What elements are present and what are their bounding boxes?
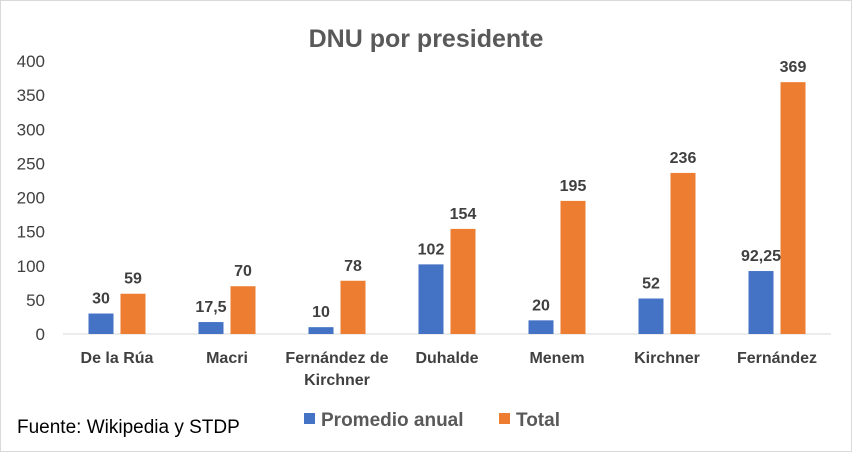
data-label: 102 — [418, 241, 445, 258]
y-tick-label: 250 — [17, 154, 45, 173]
bar-promedio — [198, 322, 224, 334]
data-label: 195 — [560, 178, 587, 195]
bar-total — [340, 280, 366, 334]
x-tick-label: Kirchner — [304, 372, 370, 389]
bar-total — [560, 200, 586, 334]
legend-swatch — [304, 413, 315, 424]
bar-promedio — [748, 271, 774, 334]
x-tick-label: Macri — [206, 350, 248, 367]
legend-label: Total — [516, 410, 560, 431]
x-tick-label: Duhalde — [415, 350, 478, 367]
bar-promedio — [528, 320, 554, 334]
data-label: 154 — [450, 206, 477, 223]
y-tick-label: 400 — [17, 52, 45, 71]
y-tick-label: 50 — [26, 291, 45, 310]
bar-promedio — [638, 298, 664, 334]
y-tick-label: 0 — [36, 325, 45, 344]
data-label: 78 — [344, 258, 362, 275]
data-label: 369 — [780, 59, 807, 76]
x-tick-label: De la Rúa — [81, 350, 154, 367]
bar-total — [450, 228, 476, 334]
legend-swatch — [499, 413, 510, 424]
data-label: 59 — [124, 271, 142, 288]
bar-promedio — [308, 327, 334, 334]
source-note: Fuente: Wikipedia y STDP — [17, 417, 240, 438]
data-label: 30 — [92, 291, 110, 308]
y-tick-label: 200 — [17, 189, 45, 208]
y-tick-label: 100 — [17, 257, 45, 276]
data-label: 92,25 — [741, 248, 781, 265]
x-tick-label: Kirchner — [634, 350, 700, 367]
y-tick-label: 300 — [17, 120, 45, 139]
bar-promedio — [418, 264, 444, 334]
data-label: 20 — [532, 297, 550, 314]
y-tick-label: 150 — [17, 223, 45, 242]
data-label: 17,5 — [195, 299, 226, 316]
x-tick-label: Fernández — [737, 350, 817, 367]
data-label: 236 — [670, 150, 697, 167]
data-label: 10 — [312, 304, 330, 321]
bar-total — [670, 172, 696, 334]
x-tick-label: Fernández de — [285, 350, 388, 367]
chart-title: DNU por presidente — [309, 25, 544, 53]
x-tick-label: Menem — [529, 350, 584, 367]
legend-label: Promedio anual — [321, 410, 464, 431]
y-tick-label: 350 — [17, 86, 45, 105]
data-label: 52 — [642, 276, 660, 293]
data-label: 70 — [234, 263, 252, 280]
bar-total — [230, 286, 256, 334]
bar-total — [780, 82, 806, 334]
bar-total — [120, 293, 146, 334]
bar-promedio — [88, 313, 114, 334]
